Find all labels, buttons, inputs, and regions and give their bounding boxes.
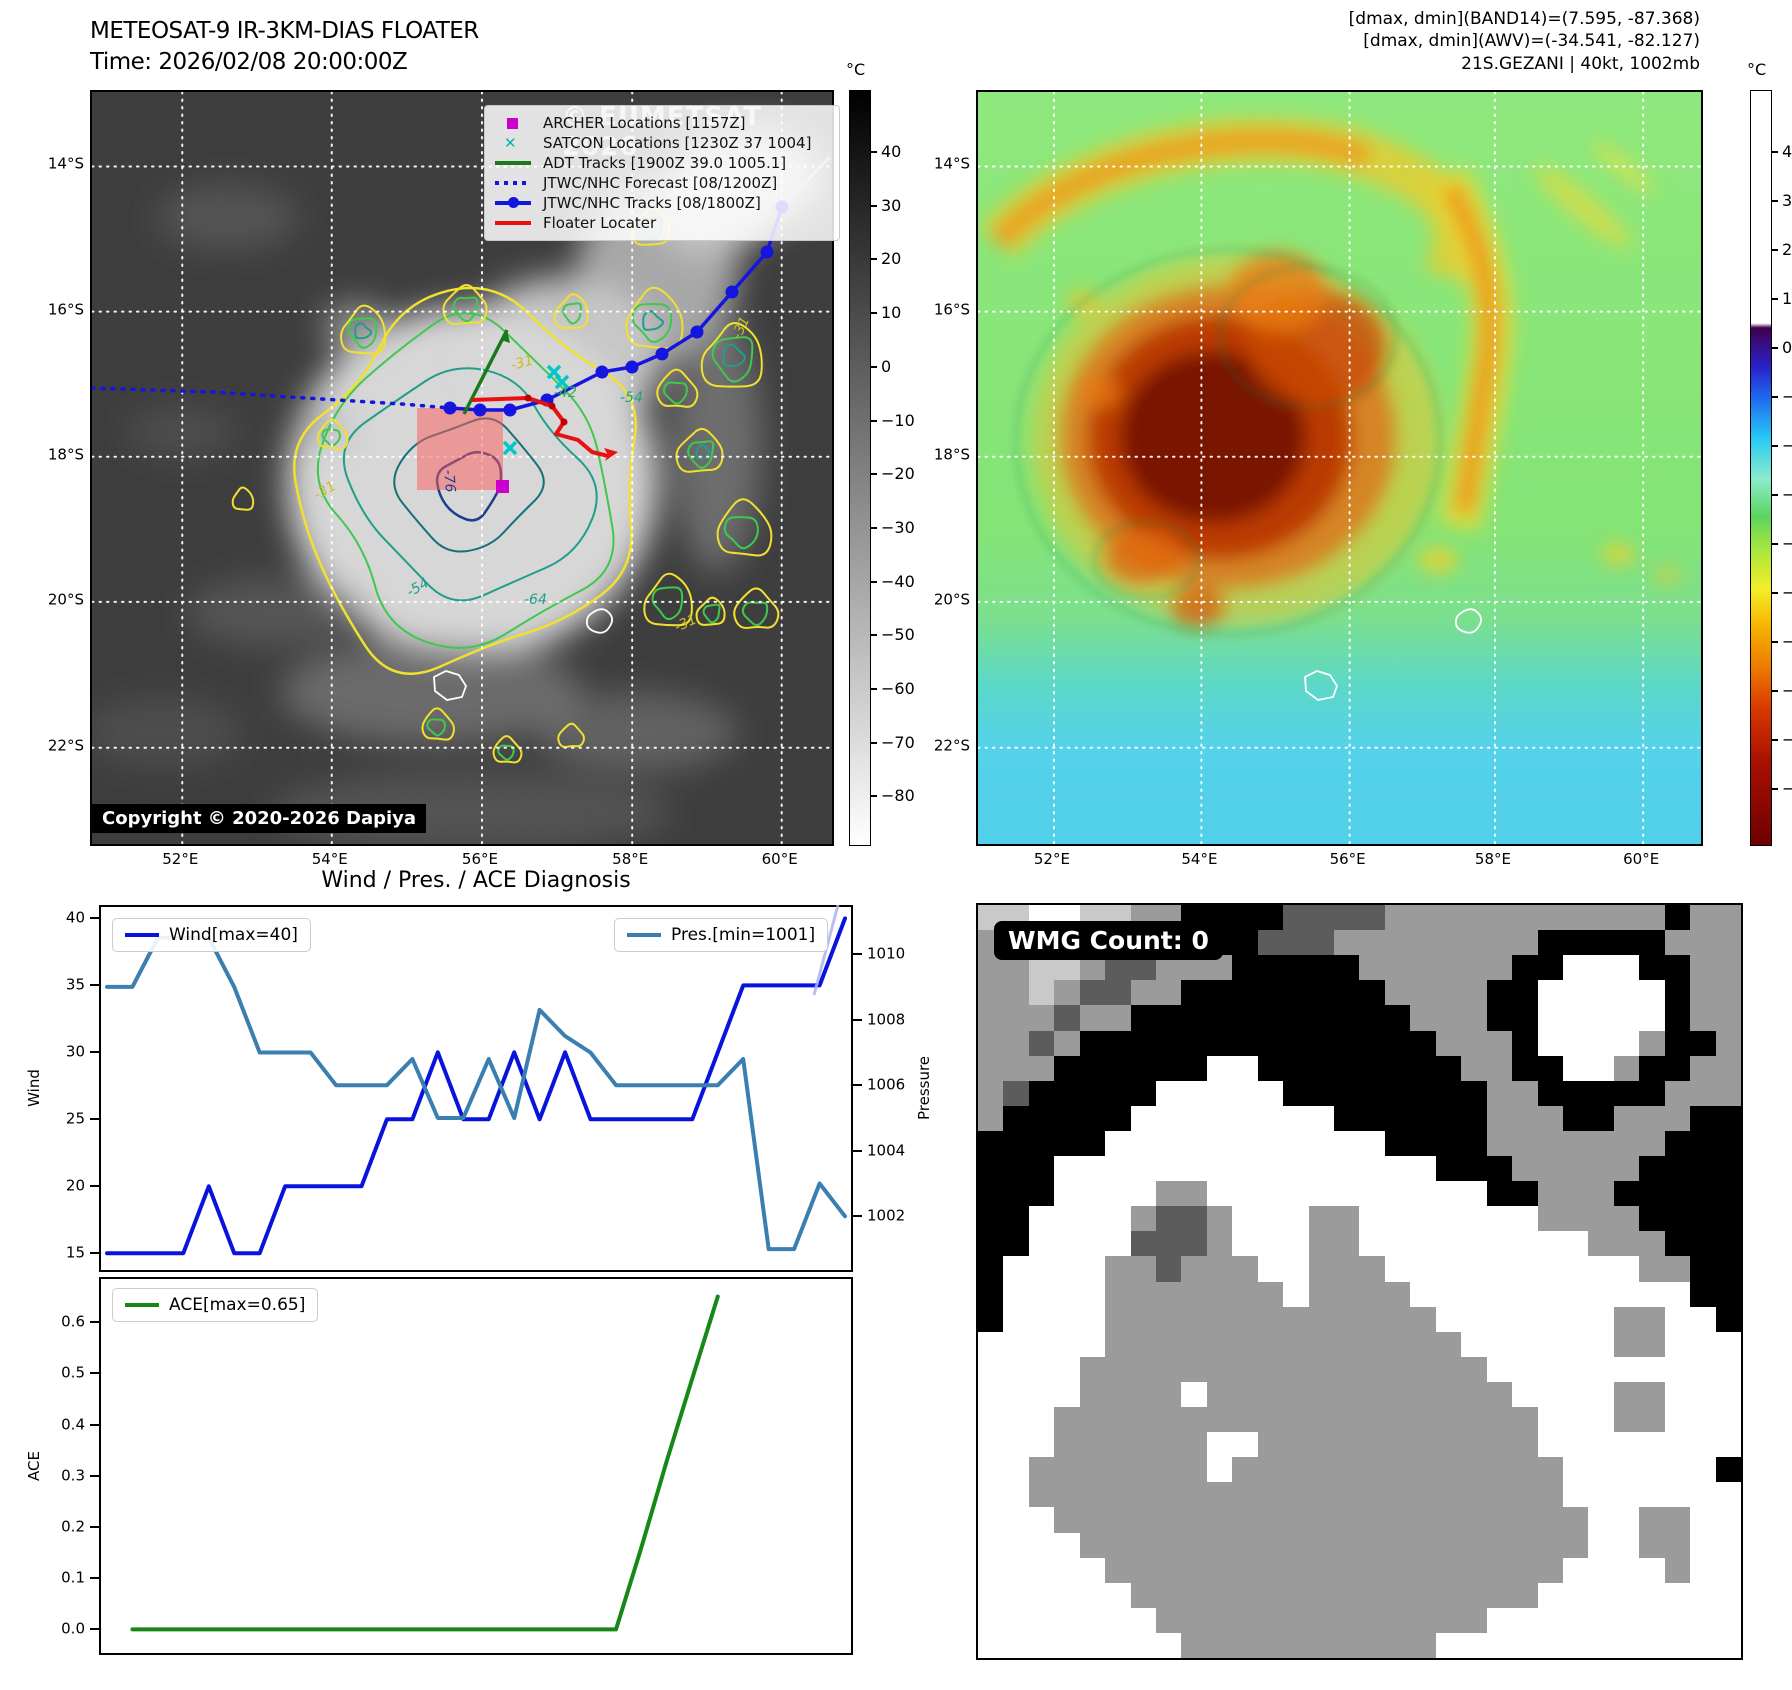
ir-satellite-map: -31-31-42-54-76-54-64-31-31 © EUMETSAT 2… (90, 90, 840, 846)
warm-cloud-blobs (980, 117, 1680, 627)
satellite-title: METEOSAT-9 IR-3KM-DIAS FLOATER (90, 18, 479, 44)
legend-item-label: ARCHER Locations [1157Z] (543, 114, 746, 132)
pressure-line-sample (627, 933, 661, 937)
ace-chart (99, 1277, 853, 1655)
time-label: Time: 2026/02/08 20:00:00Z (90, 49, 408, 76)
legend-item: ARCHER Locations [1157Z] (495, 113, 829, 133)
svg-text:-42: -42 (554, 385, 577, 401)
awv-stats: [dmax, dmin](AWV)=(-34.541, -82.127) (1363, 31, 1700, 52)
island-outlines (433, 608, 613, 701)
legend-item-label: JTWC/NHC Tracks [08/1800Z] (543, 194, 761, 212)
square-icon (495, 117, 537, 129)
colorbar-unit-right: °C (1747, 60, 1767, 79)
grayscale-colorbar (849, 90, 871, 846)
page-title: METEOSAT-9 IR-3KM-DIAS FLOATER Time: 202… (90, 16, 479, 78)
copyright-label: Copyright © 2020-2026 Dapiya (92, 804, 427, 833)
legend-item: JTWC/NHC Tracks [08/1800Z] (495, 193, 829, 213)
enhanced-colorbar (1750, 90, 1772, 846)
line-dot-icon (495, 197, 537, 208)
legend-item: ✕ SATCON Locations [1230Z 37 1004] (495, 133, 829, 153)
band-stats: [dmax, dmin](BAND14)=(7.595, -87.368) [d… (1349, 8, 1700, 75)
temperature-contours (231, 206, 780, 764)
pressure-axis-title: Pressure (915, 1055, 933, 1121)
island-outlines (1304, 608, 1482, 701)
legend-item-label: Floater Locater (543, 214, 657, 232)
wind-line-sample (125, 933, 159, 937)
legend-item-label: SATCON Locations [1230Z 37 1004] (543, 134, 812, 152)
colorbar-unit-left: °C (846, 60, 866, 79)
enhanced-ir-map (976, 90, 1703, 846)
band14-stats: [dmax, dmin](BAND14)=(7.595, -87.368) (1348, 9, 1700, 29)
pressure-legend-label: Pres.[min=1001] (671, 925, 816, 945)
ace-line-sample (125, 1303, 159, 1307)
legend-item: Floater Locater (495, 213, 829, 233)
svg-text:-31: -31 (509, 352, 535, 373)
wind-pressure-chart (99, 905, 853, 1272)
wmg-pixel-grid (978, 905, 1741, 1658)
wmg-count-badge: WMG Count: 0 (994, 921, 1223, 960)
legend-item-label: ADT Tracks [1900Z 39.0 1005.1] (543, 154, 787, 172)
latlon-grid (978, 92, 1701, 844)
line-icon (495, 161, 537, 165)
wind-legend-label: Wind[max=40] (169, 925, 298, 945)
pressure-legend: Pres.[min=1001] (614, 918, 829, 952)
storm-info: 21S.GEZANI | 40kt, 1002mb (1461, 53, 1700, 74)
wind-axis-title: Wind (25, 1069, 43, 1107)
ace-legend: ACE[max=0.65] (112, 1288, 319, 1322)
wind-legend: Wind[max=40] (112, 918, 311, 952)
legend-item: JTWC/NHC Forecast [08/1200Z] (495, 173, 829, 193)
ace-legend-label: ACE[max=0.65] (169, 1295, 306, 1315)
x-icon: ✕ (504, 134, 517, 152)
enh-contour-wisps (1015, 249, 1441, 635)
storm-tracks (92, 155, 832, 493)
svg-text:-76: -76 (440, 469, 458, 493)
svg-text:-64: -64 (524, 592, 547, 608)
dotted-icon (495, 181, 537, 185)
map-legend: ARCHER Locations [1157Z] ✕ SATCON Location… (484, 105, 840, 241)
legend-item: ADT Tracks [1900Z 39.0 1005.1] (495, 153, 829, 173)
wmg-panel: WMG Count: 0 (976, 903, 1743, 1660)
line-icon (495, 221, 537, 225)
enhanced-map-art (978, 92, 1701, 844)
legend-item-label: JTWC/NHC Forecast [08/1200Z] (543, 174, 778, 192)
ace-axis-title: ACE (25, 1451, 43, 1481)
svg-text:-54: -54 (620, 390, 643, 406)
chart-title: Wind / Pres. / ACE Diagnosis (321, 868, 631, 893)
